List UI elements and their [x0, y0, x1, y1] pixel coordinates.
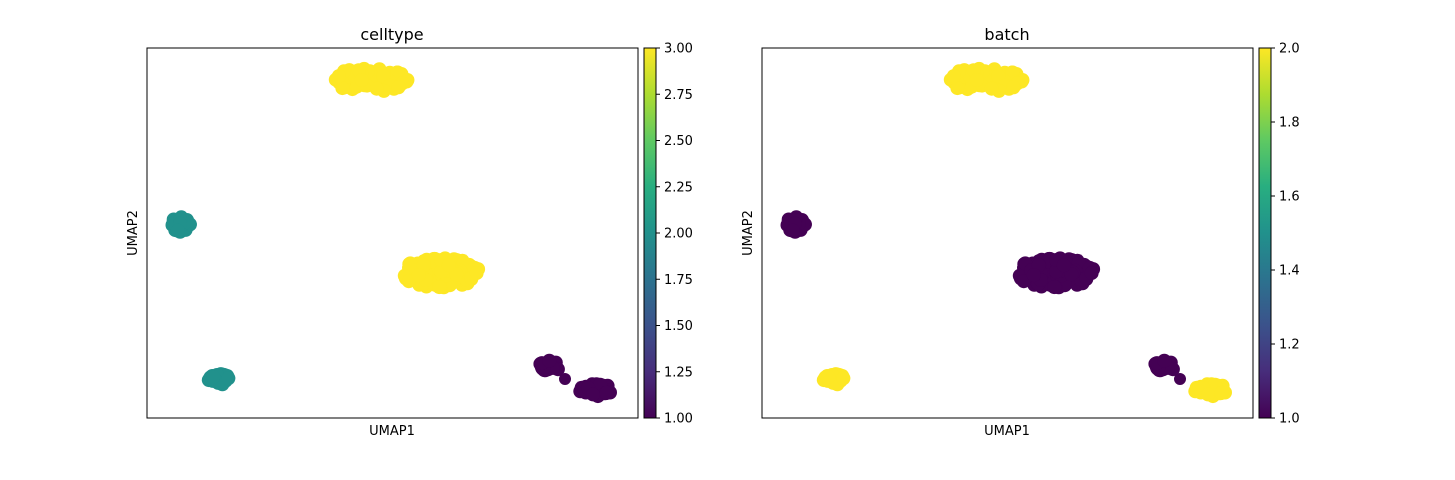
colorbar-tick-label: 1.00: [664, 412, 693, 427]
scatter-point: [441, 258, 456, 273]
colorbar-tick-label: 1.50: [664, 319, 693, 334]
colorbar-tick-label: 1.4: [1279, 264, 1300, 279]
colorbar-tick-label: 1.25: [664, 365, 693, 380]
y-axis-label: UMAP2: [741, 210, 756, 256]
colorbar-tick-label: 3.00: [664, 42, 693, 57]
scatter-point: [206, 370, 221, 385]
y-axis-label: UMAP2: [126, 210, 141, 256]
colorbar-ticks: 1.0 1.2 1.4 1.6 1.8 2.0: [1271, 42, 1300, 427]
scatter-point: [221, 371, 236, 386]
scatter-point: [946, 69, 961, 84]
colorbar-tick-label: 1.8: [1279, 116, 1300, 131]
scatter-point: [836, 371, 851, 386]
colorbar-tick-label: 2.75: [664, 88, 693, 103]
scatter-point: [821, 370, 836, 385]
colorbar: [643, 47, 657, 419]
colorbar-ticks: 1.00 1.25 1.50 1.75 2.00 2.25 2.50 2.75 3.00: [656, 42, 693, 427]
scatter-point: [401, 274, 416, 289]
scatter-point: [369, 81, 384, 96]
colorbar-tick-label: 2.25: [664, 180, 693, 195]
scatter-point: [391, 80, 406, 95]
scatter-point: [1201, 387, 1215, 402]
scatter-point: [559, 373, 571, 385]
panel-celltype: celltype UMAP1 UMAP2 1.00 1.25 1.50 1.75 2.0…: [126, 25, 693, 439]
panel-batch: batch UMAP1 UMAP2 1.0 1.2 1.4 1.6 1.8 2.0: [741, 25, 1300, 439]
scatter-point: [354, 73, 369, 87]
chart-title: batch: [984, 25, 1029, 44]
scatter-point: [469, 266, 484, 281]
scatter-point: [950, 81, 965, 96]
colorbar-tick-label: 2.0: [1279, 42, 1300, 57]
scatter-point: [599, 385, 614, 400]
scatter-point: [542, 353, 557, 368]
scatter-point: [1056, 258, 1071, 273]
chart-title: celltype: [360, 25, 423, 44]
plot-frame: [146, 47, 639, 419]
scatter-point: [785, 223, 800, 238]
scatter-point: [411, 268, 426, 283]
colorbar-tick-label: 2.50: [664, 134, 693, 149]
scatter-point: [1174, 373, 1186, 385]
scatter-points: [165, 61, 617, 404]
colorbar-tick-label: 1.2: [1279, 338, 1300, 353]
x-axis-label: UMAP1: [984, 424, 1030, 439]
scatter-point: [331, 69, 346, 84]
scatter-point: [335, 81, 350, 96]
colorbar-tick-label: 1.0: [1279, 412, 1300, 427]
scatter-point: [586, 387, 600, 402]
scatter-point: [1047, 280, 1062, 295]
colorbar-tick-label: 1.75: [664, 273, 693, 288]
colorbar: [1258, 47, 1272, 419]
scatter-point: [1157, 353, 1172, 368]
scatter-point: [1006, 80, 1021, 95]
colorbar-tick-label: 2.00: [664, 227, 693, 242]
scatter-point: [1026, 268, 1041, 283]
x-axis-label: UMAP1: [369, 424, 415, 439]
plot-frame: [761, 47, 1254, 419]
scatter-point: [170, 223, 185, 238]
scatter-point: [1214, 385, 1229, 400]
scatter-point: [432, 280, 447, 295]
scatter-point: [1016, 274, 1031, 289]
scatter-point: [969, 73, 984, 87]
scatter-points: [780, 61, 1232, 404]
scatter-point: [1084, 266, 1099, 281]
colorbar-tick-label: 1.6: [1279, 190, 1300, 205]
scatter-point: [984, 81, 999, 96]
